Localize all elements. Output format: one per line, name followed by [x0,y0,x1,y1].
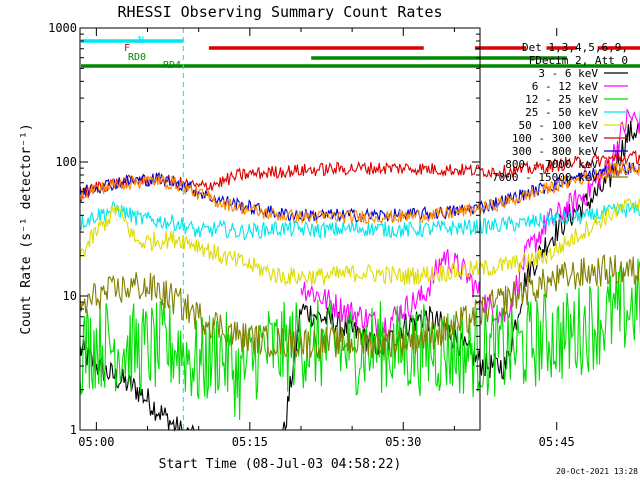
legend-label: 6 - 12 keV [532,80,599,93]
legend-header: Det 1,3,4,5,6,9, [522,41,628,54]
y-tick-label: 1000 [48,21,77,35]
x-tick-label: 05:30 [385,435,421,449]
series-line-3 [79,258,640,421]
flag-label-rd0: RD0 [128,52,146,63]
y-tick-label: 100 [55,155,77,169]
x-tick-label: 05:45 [539,435,575,449]
series-line-9 [79,253,640,359]
y-axis-ticks: 1 10 100 1000 [48,21,480,437]
legend-label: 3 - 6 keV [538,67,598,80]
plot-frame [79,27,481,431]
legend: Det 1,3,4,5,6,9,FDecim 2, Att 03 - 6 keV… [492,41,628,184]
x-tick-label: 05:15 [232,435,268,449]
flag-label-rd4: RD4 [163,60,181,71]
x-axis-label: Start Time (08-Jul-03 04:58:22) [159,457,402,472]
series-line-8 [79,162,640,226]
series-line-6 [79,149,640,202]
legend-label: 12 - 25 keV [525,93,598,106]
generation-timestamp: 20-Oct-2021 13:28 [556,467,638,476]
y-axis-label: Count Rate (s⁻¹ detector⁻¹) [19,123,34,334]
chart-title: RHESSI Observing Summary Count Rates [117,3,442,21]
series-line-5 [79,197,640,287]
legend-header: FDecim 2, Att 0 [529,54,628,67]
flag-label-f: F [124,43,130,54]
legend-label: 50 - 100 keV [519,119,599,132]
flag-label-n: N [138,35,144,46]
series-line-7 [79,162,640,223]
legend-label: 800 - 7000 keV [505,158,598,171]
legend-label: 100 - 300 keV [512,132,598,145]
y-tick-label: 1 [70,423,77,437]
x-tick-label: 05:00 [78,435,114,449]
data-series [79,107,640,432]
legend-label: 25 - 50 keV [525,106,598,119]
legend-label: 300 - 800 keV [512,145,598,158]
y-tick-label: 10 [63,289,77,303]
series-line-4 [79,200,640,241]
legend-label: 7000 - 15000 keV [492,171,598,184]
